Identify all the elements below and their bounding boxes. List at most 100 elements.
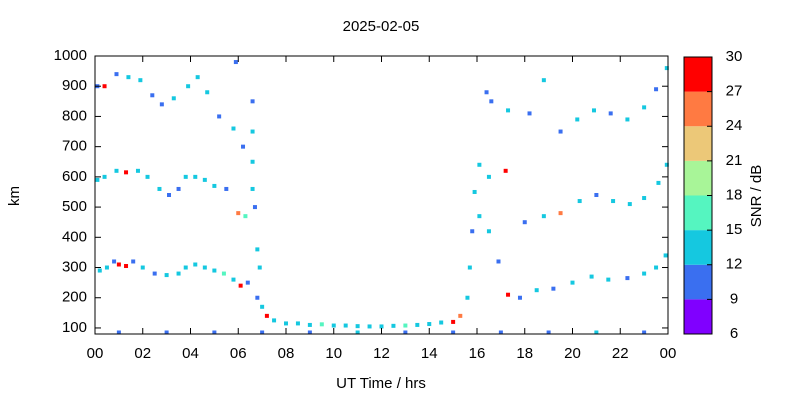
echo-point bbox=[193, 174, 198, 179]
y-tick-label: 1000 bbox=[54, 47, 87, 64]
colorbar-bin bbox=[684, 264, 712, 300]
echo-point bbox=[131, 259, 136, 264]
echo-point bbox=[472, 189, 477, 194]
echo-point bbox=[594, 193, 599, 197]
echo-point bbox=[642, 330, 647, 335]
echo-point bbox=[164, 273, 169, 278]
x-tick-label: 22 bbox=[612, 345, 629, 362]
echo-point bbox=[260, 304, 265, 309]
echo-point bbox=[594, 330, 599, 335]
colorbar-bin bbox=[684, 91, 712, 127]
echo-point bbox=[159, 102, 164, 107]
echo-point bbox=[231, 126, 236, 131]
x-tick-label: 00 bbox=[660, 345, 677, 362]
echo-point bbox=[465, 295, 470, 300]
echo-point bbox=[458, 313, 463, 318]
colorbar-tick-label: 6 bbox=[730, 325, 738, 342]
echo-point bbox=[439, 320, 444, 325]
echo-point bbox=[625, 276, 630, 281]
x-tick-label: 16 bbox=[469, 345, 486, 362]
echo-point bbox=[212, 268, 217, 273]
echo-point bbox=[255, 295, 260, 300]
echo-point bbox=[522, 220, 527, 225]
y-tick-label: 700 bbox=[62, 138, 87, 155]
echo-point bbox=[489, 99, 494, 104]
echo-point bbox=[231, 277, 236, 282]
echo-point bbox=[116, 330, 121, 335]
echo-point bbox=[663, 253, 668, 258]
echo-point bbox=[496, 259, 501, 264]
echo-point bbox=[558, 211, 563, 216]
colorbar-tick-label: 27 bbox=[726, 83, 743, 100]
echo-point bbox=[126, 75, 131, 80]
echo-point bbox=[484, 90, 489, 95]
echo-point bbox=[506, 108, 511, 113]
echo-point bbox=[95, 177, 100, 182]
echo-point bbox=[171, 96, 176, 101]
y-tick-label: 200 bbox=[62, 289, 87, 306]
colorbar-bin bbox=[684, 299, 712, 334]
echo-point bbox=[264, 313, 269, 318]
echo-point bbox=[243, 214, 248, 219]
echo-point bbox=[212, 183, 217, 188]
echo-point bbox=[355, 330, 360, 335]
echo-point bbox=[654, 87, 659, 92]
echo-point bbox=[477, 162, 482, 167]
x-tick-label: 08 bbox=[278, 345, 295, 362]
echo-point bbox=[167, 193, 172, 197]
echo-point bbox=[233, 60, 238, 65]
echo-point bbox=[427, 322, 432, 327]
echo-point bbox=[183, 265, 188, 270]
echo-point bbox=[250, 186, 255, 191]
echo-point bbox=[157, 186, 162, 191]
echo-point bbox=[202, 265, 207, 270]
echo-point bbox=[506, 292, 511, 297]
echo-point bbox=[176, 186, 181, 191]
echo-point bbox=[104, 265, 109, 270]
echo-point bbox=[102, 174, 107, 179]
colorbar-bin bbox=[684, 160, 712, 196]
echo-point bbox=[664, 162, 669, 167]
echo-point bbox=[379, 324, 384, 329]
echo-point bbox=[205, 90, 210, 95]
echo-point bbox=[642, 196, 647, 201]
echo-point bbox=[451, 330, 456, 335]
echo-point bbox=[245, 280, 250, 285]
echo-point bbox=[183, 174, 188, 179]
echo-point bbox=[135, 168, 140, 173]
echo-point bbox=[403, 323, 408, 328]
echo-point bbox=[164, 330, 169, 335]
echo-point bbox=[250, 159, 255, 164]
echo-point bbox=[102, 84, 107, 89]
echo-point bbox=[534, 288, 539, 293]
colorbar-tick-label: 24 bbox=[726, 117, 743, 134]
y-tick-label: 500 bbox=[62, 198, 87, 215]
echo-point bbox=[140, 265, 145, 270]
y-tick-label: 400 bbox=[62, 228, 87, 245]
echo-point bbox=[145, 174, 150, 179]
echo-point bbox=[486, 174, 491, 179]
echo-point bbox=[451, 319, 456, 324]
colorbar-label: SNR / dB bbox=[748, 165, 765, 228]
echo-point bbox=[577, 199, 582, 204]
colorbar-tick-label: 18 bbox=[726, 186, 743, 203]
y-tick-label: 800 bbox=[62, 107, 87, 124]
echo-point bbox=[642, 271, 647, 276]
echo-point bbox=[642, 105, 647, 110]
echo-point bbox=[355, 324, 360, 329]
echo-point bbox=[664, 66, 669, 71]
y-tick-label: 300 bbox=[62, 258, 87, 275]
echo-point bbox=[116, 262, 121, 267]
echo-point bbox=[517, 295, 522, 300]
echo-point bbox=[403, 330, 408, 335]
colorbar-tick-label: 30 bbox=[726, 48, 743, 65]
colorbar-tick-label: 9 bbox=[730, 290, 738, 307]
y-tick-label: 100 bbox=[62, 319, 87, 336]
x-tick-label: 14 bbox=[421, 345, 438, 362]
x-tick-label: 04 bbox=[182, 345, 199, 362]
colorbar-bin bbox=[684, 195, 712, 231]
echo-point bbox=[212, 330, 217, 335]
x-axis-label: UT Time / hrs bbox=[336, 375, 426, 392]
x-tick-label: 00 bbox=[87, 345, 104, 362]
